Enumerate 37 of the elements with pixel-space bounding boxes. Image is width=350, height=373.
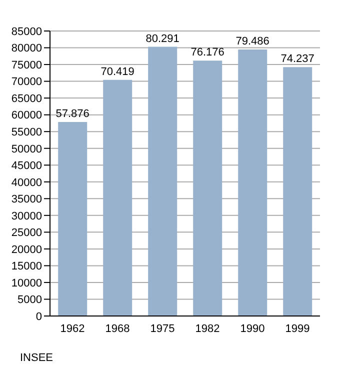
y-tick-label: 20000 (11, 244, 42, 256)
data-label: 76.176 (190, 46, 224, 59)
y-tick-label: 70000 (11, 76, 42, 88)
bar (283, 67, 312, 316)
y-tick-label: 55000 (11, 126, 42, 138)
y-tick-label: 85000 (11, 26, 42, 38)
y-tick-label: 35000 (11, 194, 42, 206)
bar (58, 122, 88, 316)
x-tick-label: 1999 (285, 322, 310, 335)
bar (103, 80, 132, 316)
y-tick-label: 30000 (11, 210, 42, 222)
x-tick-label: 1982 (195, 322, 220, 335)
y-tick-label: 65000 (11, 92, 42, 105)
bar (193, 60, 222, 316)
x-tick-label: 1975 (150, 322, 175, 335)
data-label: 79.486 (236, 35, 270, 48)
y-tick-label: 0 (36, 310, 42, 323)
y-tick-label: 45000 (11, 160, 42, 172)
data-label: 80.291 (146, 32, 180, 45)
text: INSEE (20, 352, 54, 364)
y-tick-label: 40000 (11, 176, 42, 189)
data-label: 57.876 (56, 108, 90, 120)
x-tick-label: 1990 (240, 322, 265, 335)
bar (148, 46, 178, 316)
data-label: 70.419 (100, 66, 134, 78)
bar (238, 49, 268, 316)
y-tick-label: 60000 (11, 110, 42, 122)
y-tick-label: 80000 (11, 42, 42, 55)
y-tick-label: 25000 (11, 227, 42, 240)
x-tick-label: 1962 (60, 322, 85, 335)
y-tick-label: 50000 (11, 143, 42, 156)
y-tick-label: 5000 (18, 294, 42, 306)
y-tick-label: 10000 (11, 277, 42, 290)
x-tick-label: 1968 (105, 322, 130, 335)
y-tick-label: 15000 (11, 260, 42, 273)
data-label: 74.237 (280, 53, 314, 66)
y-tick-label: 75000 (11, 59, 42, 72)
